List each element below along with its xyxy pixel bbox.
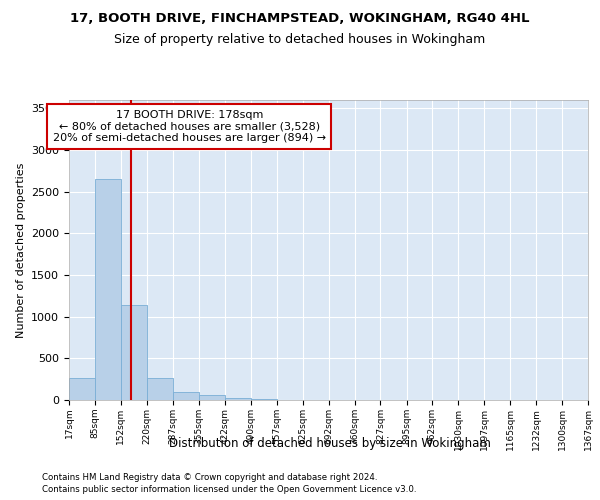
Bar [95,179,121,400]
Text: Contains public sector information licensed under the Open Government Licence v3: Contains public sector information licen… [42,485,416,494]
Text: Contains HM Land Registry data © Crown copyright and database right 2024.: Contains HM Land Registry data © Crown c… [42,472,377,482]
Bar [69,378,95,400]
Bar [147,378,173,400]
Bar [224,398,251,400]
Bar [173,392,199,400]
Bar [199,396,224,400]
Text: 17 BOOTH DRIVE: 178sqm
← 80% of detached houses are smaller (3,528)
20% of semi-: 17 BOOTH DRIVE: 178sqm ← 80% of detached… [53,110,326,143]
Text: Size of property relative to detached houses in Wokingham: Size of property relative to detached ho… [115,32,485,46]
Text: Distribution of detached houses by size in Wokingham: Distribution of detached houses by size … [169,438,491,450]
Y-axis label: Number of detached properties: Number of detached properties [16,162,26,338]
Text: 17, BOOTH DRIVE, FINCHAMPSTEAD, WOKINGHAM, RG40 4HL: 17, BOOTH DRIVE, FINCHAMPSTEAD, WOKINGHA… [70,12,530,26]
Bar [121,305,147,400]
